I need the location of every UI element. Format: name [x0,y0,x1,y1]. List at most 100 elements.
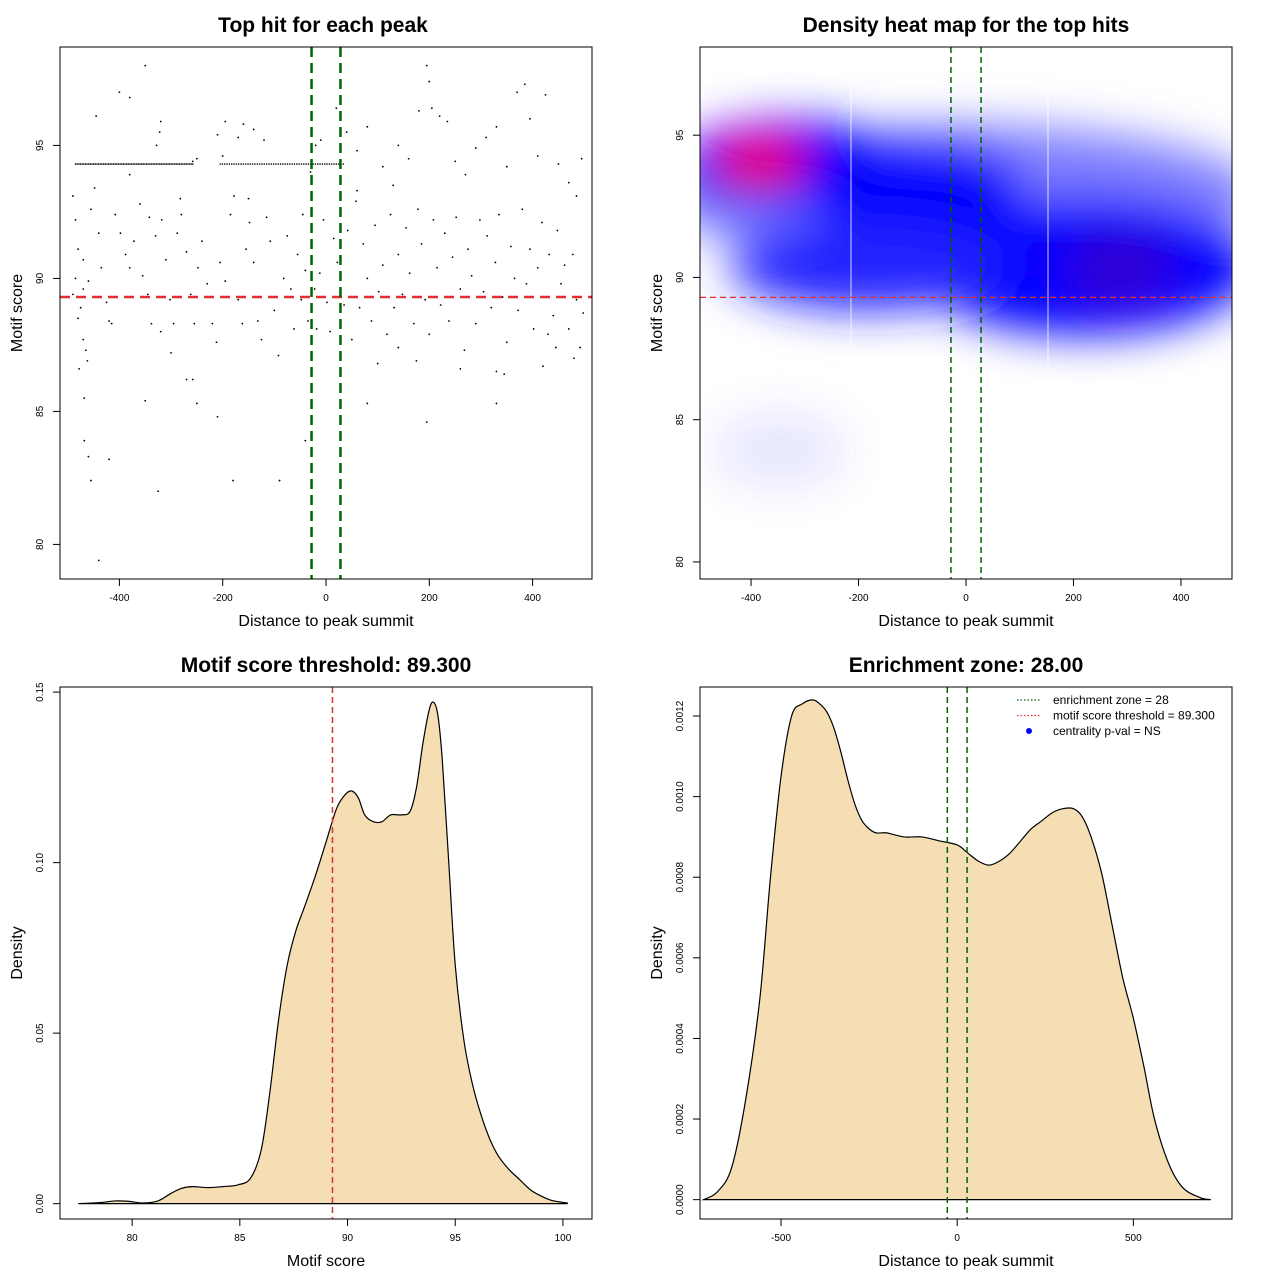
scatter-point [190,163,192,165]
scatter-point [191,378,194,381]
distance-density-x-axis: -500 0 500 [771,1218,1142,1244]
heat-y-tick-label: 95 [675,129,686,141]
distance-density-reference-lines [946,687,968,1219]
scatter-point [154,163,156,165]
scatter-point [87,455,90,458]
scatter-point [328,163,331,165]
scatter-point [448,320,450,322]
scatter-point [101,163,103,165]
scatter-point [185,250,188,253]
scatter-point [510,245,512,248]
scatter-point [381,165,384,168]
scatter-point [366,402,369,405]
scatter-point [376,362,379,365]
scatter-point [247,197,250,200]
scatter-point [114,213,117,216]
scatter-point [554,346,557,349]
scatter-point [160,163,163,165]
scatter-point [159,330,162,333]
scatter-point [560,282,562,285]
scatter-point [252,128,255,131]
heat-y-tick-label: 85 [675,414,686,426]
scatter-point [132,240,135,243]
score-density-x-axis: 80 85 90 95 100 [127,1218,572,1244]
heatmap-reference-lines [700,47,1232,579]
scatter-points [72,64,585,562]
scatter-point [470,274,473,277]
scatter-point [201,240,203,243]
scatter-point [237,298,240,301]
distance-density-legend: enrichment zone = 28 motif score threshol… [1017,693,1215,738]
scatter-point [74,277,77,280]
scatter-point [82,338,85,341]
scatter-point [286,163,289,165]
scatter-point [144,163,146,165]
scatter-panel: Top hit for each peak -400 -200 0 200 400 80… [9,14,593,630]
scatter-point [144,64,147,67]
scatter-point [314,163,317,165]
scatter-point [124,163,126,165]
scatter-point [191,160,194,163]
scatter-point [100,266,103,269]
scatter-point [124,253,127,256]
scatter-point [135,163,138,165]
scatter-point [104,163,107,165]
scatter-point [424,298,427,301]
scatter-point [459,288,462,290]
scatter-point [425,421,428,423]
scatter-point [355,200,357,203]
scatter-point [223,163,226,165]
scatter-point [316,163,319,165]
scatter-point [314,144,317,147]
scatter-point [298,163,300,165]
scatter-point [307,320,309,322]
dist-y-tick-label: 0.0004 [675,1023,686,1054]
scatter-point [90,208,92,211]
scatter-point [242,163,245,165]
scatter-point [254,163,256,165]
scatter-point [224,280,227,282]
scatter-point [162,163,164,165]
scatter-point [582,312,585,314]
scatter-x-axis: -400 -200 0 200 400 [109,578,541,604]
scatter-point [289,288,292,290]
heat-x-tick-label: 200 [1065,593,1082,604]
scatter-point [154,234,157,237]
scatter-point [168,163,171,165]
heatmap-blob-right-dark [1065,233,1175,303]
scatter-point [170,352,172,354]
scatter-point [247,163,249,165]
scatter-point [322,219,325,221]
scatter-point [206,282,209,285]
scatter-point [529,248,531,251]
scatter-point [305,163,307,165]
scatter-point [358,306,361,309]
scatter-point [282,277,285,280]
scatter-point [366,125,369,128]
scatter-point [173,163,176,165]
dist-y-tick-label: 0.0002 [675,1103,686,1134]
scatter-point [109,163,112,165]
scatter-point [505,165,508,168]
dist-y-tick-label: 0.0012 [675,700,686,731]
scatter-point [172,322,175,325]
distance-density-y-axis: 0.0000 0.0002 0.0004 0.0006 0.0008 0.0010 0.00… [675,700,701,1215]
scatter-point [446,120,449,123]
scatter-point [293,163,296,165]
scatter-point [256,163,259,165]
scatter-point [189,293,192,296]
scatter-point [326,163,328,165]
scatter-point [573,357,575,360]
scatter-point [96,163,98,165]
scatter-x-tick-label: -200 [213,593,233,604]
scatter-point [128,96,131,99]
scatter-point [366,277,369,280]
scatter-point [302,163,305,165]
scatter-point [122,163,125,165]
scatter-y-tick-label: 85 [35,405,46,417]
scatter-point [78,163,80,165]
dist-x-tick-label: 0 [954,1233,960,1244]
scatter-point [418,109,420,112]
scatter-point [319,139,322,142]
